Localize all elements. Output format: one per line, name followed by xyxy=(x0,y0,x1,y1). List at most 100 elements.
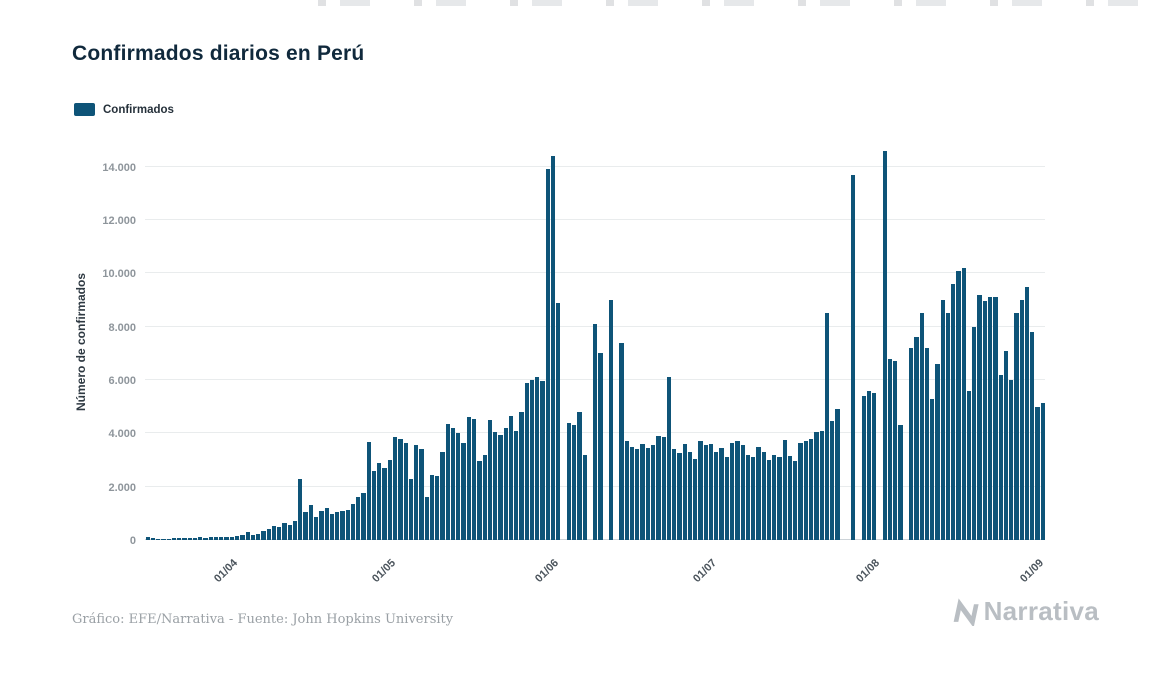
bar[interactable] xyxy=(951,284,956,540)
bar[interactable] xyxy=(924,348,930,540)
bar[interactable] xyxy=(961,268,966,540)
bar[interactable] xyxy=(735,441,740,540)
bar[interactable] xyxy=(282,523,287,540)
bar[interactable] xyxy=(661,437,666,540)
bar[interactable] xyxy=(956,270,961,540)
bar[interactable] xyxy=(456,433,461,540)
bar[interactable] xyxy=(698,441,703,540)
bar[interactable] xyxy=(582,454,587,540)
bar[interactable] xyxy=(177,538,182,540)
bar[interactable] xyxy=(435,476,440,540)
bar[interactable] xyxy=(930,398,935,540)
bar[interactable] xyxy=(814,432,819,540)
bar[interactable] xyxy=(677,453,682,540)
bar[interactable] xyxy=(640,444,645,540)
bar[interactable] xyxy=(471,418,477,540)
bar[interactable] xyxy=(524,382,529,540)
bar[interactable] xyxy=(356,497,361,540)
bar[interactable] xyxy=(682,444,687,540)
bar[interactable] xyxy=(972,326,977,540)
bar[interactable] xyxy=(577,412,582,540)
bar[interactable] xyxy=(777,457,782,540)
bar[interactable] xyxy=(329,514,335,540)
bar[interactable] xyxy=(366,441,371,540)
bar[interactable] xyxy=(203,537,208,540)
bar[interactable] xyxy=(919,313,924,540)
bar[interactable] xyxy=(914,337,919,540)
bar[interactable] xyxy=(340,511,345,540)
bar[interactable] xyxy=(998,374,1003,540)
bar[interactable] xyxy=(171,538,177,540)
bar[interactable] xyxy=(161,538,166,540)
bar[interactable] xyxy=(308,504,313,540)
bar[interactable] xyxy=(745,454,751,540)
bar[interactable] xyxy=(377,462,382,540)
bar[interactable] xyxy=(866,390,872,540)
bar[interactable] xyxy=(935,364,940,540)
bar[interactable] xyxy=(503,428,508,540)
bar[interactable] xyxy=(535,377,540,540)
bar[interactable] xyxy=(298,479,303,540)
bar[interactable] xyxy=(466,417,471,540)
bar[interactable] xyxy=(1009,380,1014,540)
bar[interactable] xyxy=(1024,286,1030,540)
bar[interactable] xyxy=(213,536,219,540)
bar[interactable] xyxy=(1014,313,1019,540)
legend-item-confirmados[interactable]: Confirmados xyxy=(74,103,174,116)
bar[interactable] xyxy=(872,393,877,540)
bar[interactable] xyxy=(429,474,435,540)
bar[interactable] xyxy=(619,342,624,540)
bar[interactable] xyxy=(450,428,456,540)
bar[interactable] xyxy=(819,430,824,540)
bar[interactable] xyxy=(371,470,377,540)
bar[interactable] xyxy=(256,533,261,540)
bar[interactable] xyxy=(751,457,756,540)
bar[interactable] xyxy=(314,516,319,540)
bar[interactable] xyxy=(1030,332,1035,540)
bar[interactable] xyxy=(966,390,972,540)
bar[interactable] xyxy=(1003,350,1009,540)
bar[interactable] xyxy=(487,420,493,540)
bar[interactable] xyxy=(593,324,598,540)
bar[interactable] xyxy=(993,297,998,540)
bar[interactable] xyxy=(977,294,982,540)
bar[interactable] xyxy=(566,422,572,540)
bar[interactable] xyxy=(187,538,192,540)
bar[interactable] xyxy=(493,432,498,540)
bar[interactable] xyxy=(761,452,766,540)
bar[interactable] xyxy=(708,444,714,540)
bar[interactable] xyxy=(666,377,672,540)
bar[interactable] xyxy=(529,380,535,540)
bar[interactable] xyxy=(235,536,240,540)
bar[interactable] xyxy=(192,537,198,540)
bar[interactable] xyxy=(403,442,408,540)
bar[interactable] xyxy=(445,424,450,540)
bar[interactable] xyxy=(793,461,798,540)
bar[interactable] xyxy=(461,442,466,540)
bar[interactable] xyxy=(440,452,445,540)
bar[interactable] xyxy=(803,441,808,540)
bar[interactable] xyxy=(729,442,735,540)
bar[interactable] xyxy=(861,396,866,540)
bar[interactable] xyxy=(219,537,224,540)
bar[interactable] xyxy=(287,525,292,540)
bar[interactable] xyxy=(624,441,629,540)
bar[interactable] xyxy=(240,535,245,540)
bar[interactable] xyxy=(540,381,545,540)
bar[interactable] xyxy=(1019,300,1024,540)
bar[interactable] xyxy=(756,446,761,540)
bar[interactable] xyxy=(514,430,519,540)
bar[interactable] xyxy=(245,532,250,540)
bar[interactable] xyxy=(261,531,266,540)
bar[interactable] xyxy=(350,504,356,540)
bar[interactable] xyxy=(303,511,308,540)
bar[interactable] xyxy=(714,452,719,540)
bar[interactable] xyxy=(498,434,503,540)
bar[interactable] xyxy=(988,297,993,540)
bar[interactable] xyxy=(424,497,429,540)
bar[interactable] xyxy=(651,445,656,540)
bar[interactable] xyxy=(808,438,814,540)
bar[interactable] xyxy=(724,457,729,540)
bar[interactable] xyxy=(687,452,693,540)
bar[interactable] xyxy=(787,456,793,540)
